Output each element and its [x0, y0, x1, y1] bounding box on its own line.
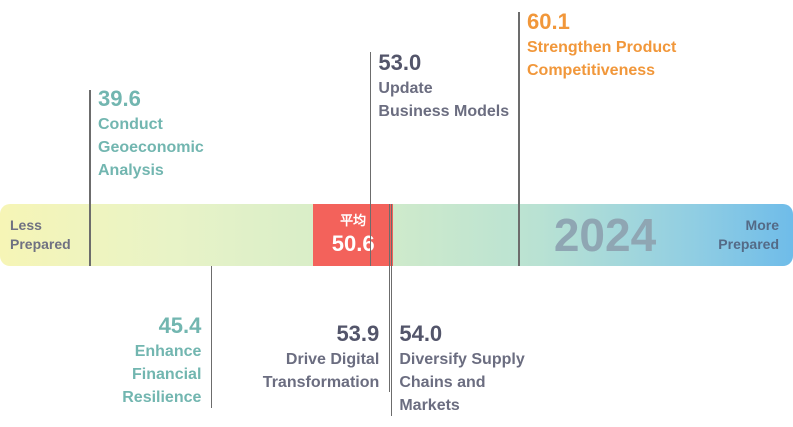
item-value: 53.9	[336, 321, 380, 346]
item-label: Strengthen Product Competitiveness	[527, 39, 677, 79]
leader-line	[89, 90, 91, 266]
average-marker: 平均 50.6	[313, 204, 394, 266]
year-label: 2024	[553, 209, 657, 261]
leader-line	[390, 204, 393, 416]
average-label: 平均	[340, 213, 367, 228]
leader-line	[518, 12, 520, 266]
less-prepared-label: Less Prepared	[10, 217, 71, 252]
item-value: 39.6	[98, 86, 141, 111]
item-value: 54.0	[399, 321, 443, 346]
average-value: 50.6	[331, 231, 375, 256]
item-label: Diversify Supply Chains and Markets	[399, 351, 525, 414]
item-label: Enhance Financial Resilience	[122, 343, 202, 406]
item-annotation: 53.0 Update Business Models	[378, 49, 509, 123]
item-annotation: 53.9 Drive Digital Transformation	[263, 320, 379, 394]
leader-line	[369, 52, 372, 266]
item-value: 60.1	[527, 9, 570, 34]
item-label: Drive Digital Transformation	[262, 351, 380, 391]
leader-line	[210, 266, 213, 408]
item-value: 45.4	[158, 313, 202, 338]
item-annotation: 60.1 Strengthen Product Competitiveness	[527, 8, 676, 82]
item-annotation: 45.4 Enhance Financial Resilience	[122, 312, 201, 409]
preparedness-scale-bar	[0, 204, 793, 266]
item-label: Update Business Models	[378, 80, 510, 120]
item-annotation: 39.6 Conduct Geoeconomic Analysis	[98, 85, 204, 182]
item-label: Conduct Geoeconomic Analysis	[98, 116, 204, 179]
item-value: 53.0	[378, 50, 422, 75]
item-annotation: 54.0 Diversify Supply Chains and Markets	[399, 320, 524, 417]
leader-line	[388, 204, 390, 392]
more-prepared-label: More Prepared	[718, 217, 779, 252]
